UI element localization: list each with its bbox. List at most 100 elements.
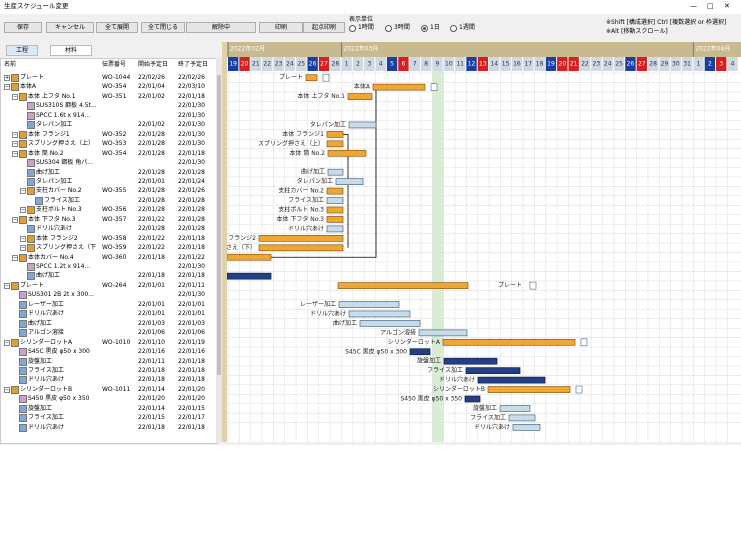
task-name[interactable]: 支柱ボルト No.3 [36,206,82,214]
task-name[interactable]: 支柱カバー No.2 [36,187,82,195]
expander[interactable]: − [4,282,10,289]
toolbar-button[interactable]: 保存 [4,22,42,33]
task-name[interactable]: SUS310S 鋼板 4.5t... [36,102,96,110]
task-name[interactable]: プレート [20,74,45,81]
task-name[interactable]: SPCC 1.6t x 914... [36,111,91,119]
task-bar[interactable] [477,376,546,384]
task-name[interactable]: 本体 フランジ1 [28,130,70,138]
task-name[interactable]: ドリル穴あけ [36,225,73,233]
task-name[interactable]: スプリング押さえ（上） [28,140,95,148]
task-name[interactable]: SUS304 鋼板 角パ... [36,159,93,167]
window-control[interactable]: □ [707,2,714,10]
task-name[interactable]: レーザー加工 [28,300,64,308]
scroll-thumb[interactable] [217,75,221,375]
tab[interactable]: 工程 [6,45,38,56]
expander[interactable]: − [20,235,26,242]
task-bar[interactable] [326,206,344,214]
expander[interactable]: − [12,254,18,261]
task-name[interactable]: 曲げ加工 [36,272,61,280]
unit-option[interactable]: 1週間 [459,24,475,31]
task-name[interactable]: SUS301 2B 2t x 300... [28,291,94,299]
task-bar[interactable] [418,329,468,337]
toolbar-button[interactable]: 全て展開 [96,22,138,33]
task-bar[interactable] [512,424,541,431]
expander[interactable]: − [4,386,10,393]
expander[interactable]: − [20,245,26,252]
task-name[interactable]: フライス加工 [28,366,64,374]
expander[interactable]: − [20,188,26,195]
task-name[interactable]: S45C 黒皮 φ50 x 300 [28,348,90,356]
task-name[interactable]: 曲げ加工 [36,168,61,176]
task-name[interactable]: シリンダーロットA [20,338,73,346]
expander[interactable]: − [12,150,18,157]
task-bar[interactable] [442,338,576,346]
task-name[interactable]: フライス加工 [28,414,64,422]
task-bar[interactable] [443,357,498,365]
unit-radio[interactable] [450,25,457,32]
expander[interactable]: − [12,216,18,223]
task-name[interactable]: フライス加工 [44,196,80,204]
task-name[interactable]: 旋盤加工 [28,404,53,412]
task-name[interactable]: 本体 フランジ2 [36,234,78,242]
task-name[interactable]: シリンダーロットB [20,385,73,393]
toolbar-button[interactable]: 全て閉じる [141,22,185,33]
window-control[interactable]: ✕ [724,2,730,10]
task-name[interactable]: 本体 下フタ No.3 [28,215,76,223]
task-bar[interactable] [327,168,344,176]
task-name[interactable]: 曲げ加工 [28,319,53,327]
task-name[interactable]: アルゴン溶接 [28,329,64,337]
task-bar[interactable] [326,225,344,233]
task-name[interactable]: タレパン加工 [36,121,73,129]
task-bar[interactable] [335,178,364,185]
toolbar-button[interactable]: 起点印刷 [303,22,345,33]
task-bar[interactable] [348,121,377,129]
unit-option[interactable]: 3時間 [394,24,410,31]
task-bar[interactable] [227,253,272,261]
task-name[interactable]: ドリル穴あけ [28,310,65,318]
task-bar[interactable] [359,320,421,327]
task-bar[interactable] [326,216,344,223]
task-name[interactable]: 本体A [20,83,37,91]
task-bar[interactable] [326,187,344,195]
task-name[interactable]: 旋盤加工 [28,357,53,365]
task-bar[interactable] [508,414,536,422]
expander[interactable]: − [20,207,26,214]
task-name[interactable]: ドリル穴あけ [28,376,65,384]
task-bar[interactable] [258,235,344,242]
task-bar[interactable] [337,282,469,289]
unit-radio[interactable] [385,25,392,32]
task-name[interactable]: 本体 筒 No.2 [28,149,64,157]
task-name[interactable]: S450 黒皮 φ50 x 350 [28,395,90,403]
task-name[interactable]: ドリル穴あけ [28,423,65,431]
unit-radio[interactable] [421,25,428,32]
task-bar[interactable] [227,272,272,280]
task-bar[interactable] [372,83,426,91]
task-bar[interactable] [326,140,344,148]
task-bar[interactable] [338,301,400,308]
task-name[interactable]: スプリング押さえ（下） [36,244,96,252]
task-bar[interactable] [499,405,531,412]
task-name[interactable]: 本体 上フタ No.1 [28,92,76,100]
task-bar[interactable] [464,395,481,403]
task-name[interactable]: SPCC 1.2t x 914... [36,263,91,270]
toolbar-button[interactable]: 印刷 [259,22,303,33]
expander[interactable]: − [12,93,18,100]
task-bar[interactable] [305,74,318,82]
task-bar[interactable] [465,367,521,374]
task-name[interactable]: プレート [20,281,45,289]
unit-radio[interactable] [349,25,356,32]
unit-option[interactable]: 1時間 [358,24,374,31]
task-bar[interactable] [327,149,367,157]
expander[interactable]: − [12,141,18,148]
task-bar[interactable] [487,386,571,393]
task-bar[interactable] [326,131,344,138]
toolbar-button[interactable]: キャンセル [46,22,94,33]
task-bar[interactable] [258,244,344,252]
task-bar[interactable] [326,197,344,204]
task-name[interactable]: タレパン加工 [36,177,73,185]
window-control[interactable]: — [690,2,697,10]
expander[interactable]: + [4,75,10,81]
toolbar-button[interactable]: 解除中 [186,22,256,33]
task-bar[interactable] [348,310,411,318]
unit-option[interactable]: 1日 [430,24,440,31]
